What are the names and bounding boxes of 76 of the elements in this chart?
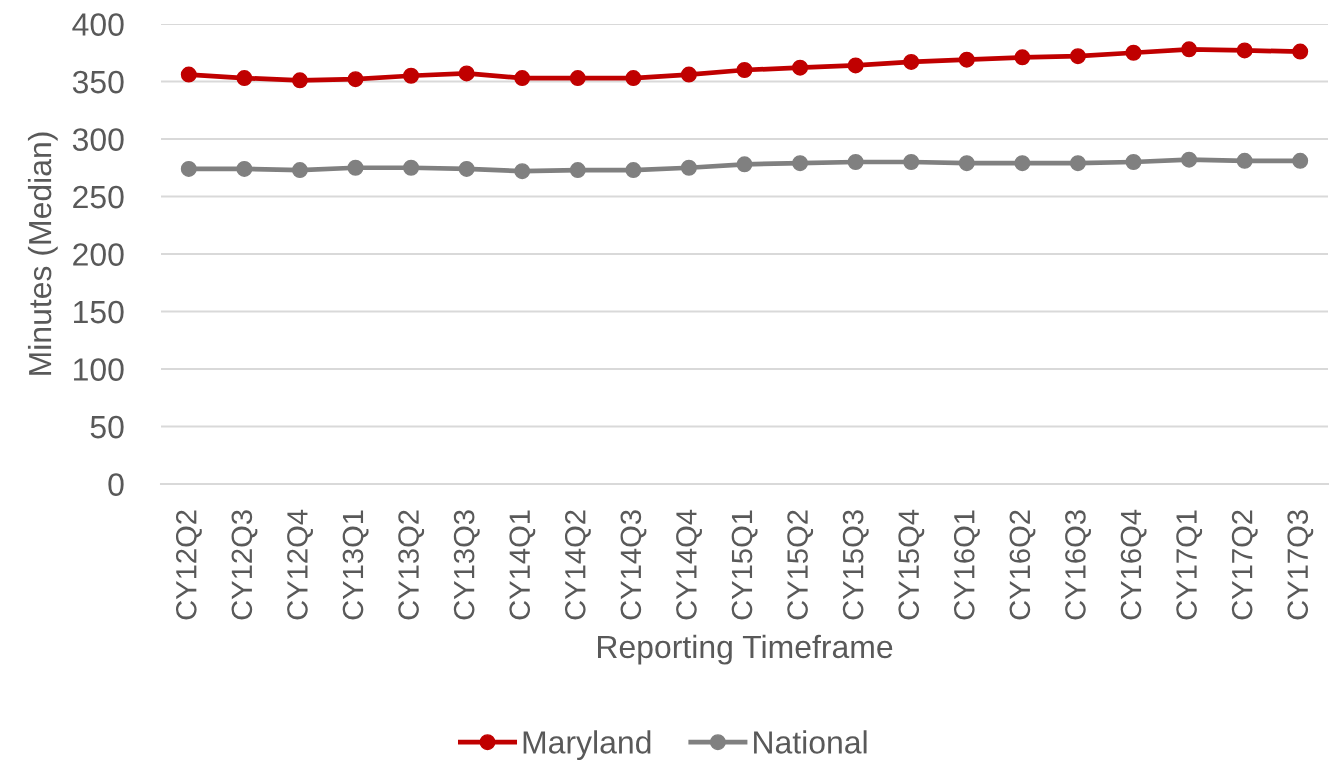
x-tick-label: CY12Q2 (175, 510, 202, 620)
point (680, 66, 697, 83)
point (569, 162, 586, 179)
y-axis-title: Minutes (Median) (27, 132, 58, 375)
x-tick-label: CY16Q2 (1009, 510, 1036, 620)
point (236, 70, 253, 87)
y-tick-label: 250 (73, 185, 124, 209)
point (625, 162, 642, 179)
x-tick-label: CY14Q3 (620, 510, 647, 620)
point (736, 62, 753, 78)
x-tick-label: CY15Q3 (842, 510, 869, 620)
point (1236, 152, 1253, 169)
y-tick-label: 0 (108, 473, 124, 496)
x-tick-label: CY17Q1 (1176, 510, 1203, 620)
point (403, 159, 420, 176)
point (903, 154, 920, 170)
point (1181, 151, 1198, 168)
point (347, 159, 364, 176)
point (1125, 154, 1142, 170)
point (792, 59, 809, 76)
x-tick-label: CY17Q2 (1231, 510, 1258, 620)
point (236, 160, 253, 177)
point (680, 159, 697, 176)
point (958, 155, 975, 172)
point (514, 70, 531, 87)
legend-label: National (754, 730, 867, 754)
point (1069, 155, 1086, 172)
point (958, 51, 975, 68)
y-tick-label: 100 (74, 358, 124, 381)
x-tick-label: CY15Q4 (898, 509, 925, 620)
x-axis-title: Reporting Timeframe (598, 634, 893, 665)
point (291, 72, 308, 89)
point (1014, 49, 1031, 66)
x-tick-label: CY17Q3 (1287, 510, 1314, 620)
y-tick-label: 400 (72, 13, 124, 36)
point (458, 65, 475, 82)
point (180, 66, 197, 83)
point (1292, 43, 1309, 60)
point (1236, 42, 1253, 59)
y-tick-label: 200 (73, 243, 124, 266)
point (792, 155, 809, 172)
x-tick-label: CY13Q1 (342, 510, 369, 620)
point (736, 156, 753, 173)
point (347, 71, 364, 88)
x-tick-label: CY12Q3 (231, 510, 258, 620)
point (403, 67, 420, 84)
x-tick-label: CY16Q1 (953, 510, 980, 620)
point (514, 163, 531, 180)
point (1181, 41, 1198, 58)
x-tick-label: CY15Q1 (731, 510, 758, 620)
point (1069, 48, 1086, 65)
y-tick-label: 150 (74, 300, 124, 324)
point (458, 160, 475, 177)
point (1292, 152, 1309, 169)
x-tick-label: CY14Q4 (676, 509, 702, 620)
x-tick-label: CY13Q3 (453, 510, 480, 620)
point (847, 57, 864, 74)
point (903, 53, 920, 70)
y-tick-label: 50 (90, 415, 124, 439)
x-tick-label: CY15Q2 (787, 510, 814, 620)
point (180, 160, 197, 177)
x-tick-label: CY16Q3 (1065, 510, 1091, 620)
legend-label: Maryland (523, 730, 651, 761)
point (1125, 44, 1142, 61)
x-tick-label: CY12Q4 (287, 509, 313, 620)
point (847, 154, 864, 170)
x-tick-label: CY14Q2 (564, 510, 591, 620)
x-tick-label: CY16Q4 (1120, 509, 1147, 620)
x-tick-label: CY13Q2 (398, 510, 425, 620)
point (569, 70, 586, 87)
x-tick-label: CY14Q1 (509, 510, 536, 620)
y-tick-label: 300 (72, 128, 124, 151)
y-tick-label: 350 (72, 70, 124, 94)
point (1014, 155, 1031, 172)
point (625, 70, 642, 87)
point (291, 162, 308, 179)
